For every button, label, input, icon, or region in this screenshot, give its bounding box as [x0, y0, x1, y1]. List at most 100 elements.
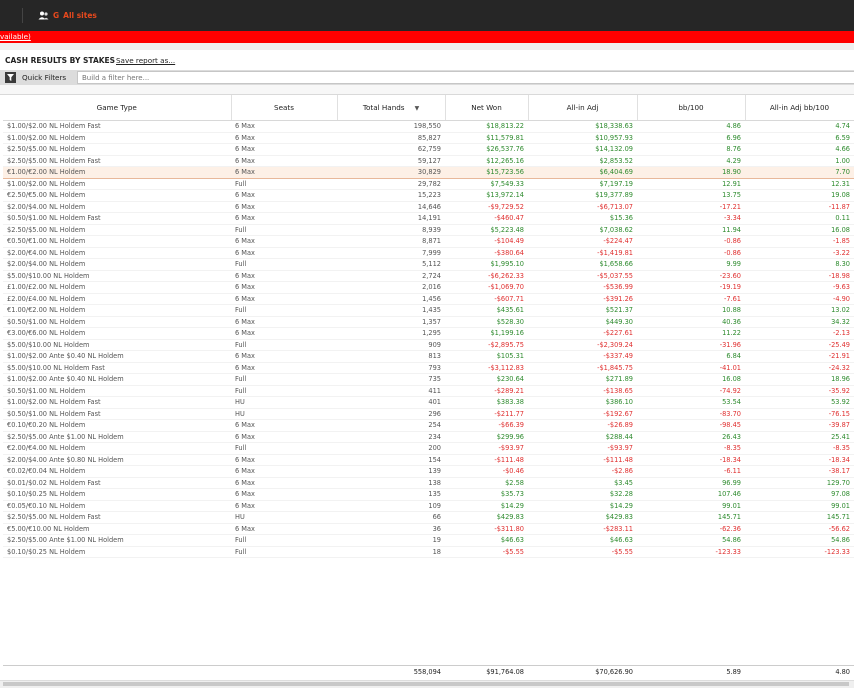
table-row[interactable]: $2.50/$5.00 NL Holdem Full 8,939 $5,223.48 $… [3, 224, 854, 236]
quick-filters-button[interactable]: Quick Filters [5, 71, 66, 84]
cell-net-won: -$111.48 [445, 454, 528, 466]
cell-bb100: -31.96 [637, 339, 745, 351]
cell-bb100: 26.43 [637, 431, 745, 443]
table-row[interactable]: £1.00/£2.00 NL Holdem 6 Max 2,016 -$1,069.7… [3, 281, 854, 294]
col-header-all-in-adj-bb100[interactable]: All-in Adj bb/100 [745, 95, 854, 121]
table-row[interactable]: $0.50/$1.00 NL Holdem Full 411 -$289.21 -$13… [3, 385, 854, 397]
report-title: CASH RESULTS BY STAKES [5, 56, 116, 65]
table-row[interactable]: €3.00/€6.00 NL Holdem 6 Max 1,295 $1,199.16… [3, 327, 854, 340]
table-row[interactable]: $0.10/$0.25 NL Holdem Full 18 -$5.55 -$5.55-… [3, 546, 854, 558]
cell-all-in-adj: -$111.48 [528, 454, 637, 466]
table-row[interactable]: $2.00/$4.00 NL Holdem Full 5,112 $1,995.10 $… [3, 258, 854, 271]
cell-seats: 6 Max [231, 431, 337, 443]
cell-net-won: $1,995.10 [445, 258, 528, 271]
table-row[interactable]: €1.00/€2.00 NL Holdem 6 Max 30,829 $15,723.… [3, 166, 854, 179]
table-row[interactable]: €2.00/€4.00 NL Holdem Full 200 -$93.97 -$93.… [3, 442, 854, 455]
table-row[interactable]: $1.00/$2.00 Ante $0.40 NL Holdem Full 735 $… [3, 373, 854, 386]
table-row[interactable]: €0.05/€0.10 NL Holdem 6 Max 109 $14.29 $14.2… [3, 500, 854, 512]
col-header-seats[interactable]: Seats [231, 95, 338, 121]
table-row[interactable]: $2.50/$5.00 Ante $1.00 NL Holdem 6 Max 234… [3, 431, 854, 443]
cell-all-in-adj-bb100: 54.86 [745, 534, 854, 547]
cell-seats: 6 Max [231, 362, 337, 374]
table-row[interactable]: $1.00/$2.00 NL Holdem Fast HU 401 $383.38 $3… [3, 396, 854, 409]
table-row[interactable]: €5.00/€10.00 NL Holdem 6 Max 36 -$311.80 -$2… [3, 523, 854, 535]
cell-all-in-adj-bb100: -38.17 [745, 465, 854, 478]
cell-game-type: $1.00/$2.00 Ante $0.40 NL Holdem [3, 373, 231, 386]
table-row[interactable]: $2.50/$5.00 NL Holdem Fast 6 Max 59,127 $12… [3, 155, 854, 167]
scrollbar-thumb[interactable] [3, 682, 849, 686]
table-row[interactable]: $1.00/$2.00 NL Holdem Full 29,782 $7,549.33… [3, 178, 854, 190]
cell-game-type: $2.00/€4.00 NL Holdem [3, 247, 231, 259]
table-row[interactable]: $2.00/$4.00 Ante $0.80 NL Holdem 6 Max 154… [3, 454, 854, 466]
cell-game-type: $1.00/$2.00 Ante $0.40 NL Holdem [3, 350, 231, 363]
col-header-bb100[interactable]: bb/100 [637, 95, 746, 121]
table-row[interactable]: $0.50/$1.00 NL Holdem Fast 6 Max 14,191 -$4… [3, 212, 854, 225]
table-row[interactable]: $0.50/$1.00 NL Holdem Fast HU 296 -$211.77-… [3, 408, 854, 420]
table-row[interactable]: €0.50/€1.00 NL Holdem 6 Max 8,871 -$104.49-… [3, 235, 854, 248]
table-row[interactable]: $2.50/$5.00 NL Holdem Fast HU 66 $429.83 $42… [3, 511, 854, 524]
cell-all-in-adj: -$391.26 [528, 293, 637, 305]
cell-seats: 6 Max [231, 281, 337, 294]
table-row[interactable]: $5.00/$10.00 NL Holdem 6 Max 2,724 -$6,262.… [3, 270, 854, 282]
cell-game-type: $1.00/$2.00 NL Holdem Fast [3, 396, 231, 409]
table-row[interactable]: $0.10/$0.25 NL Holdem 6 Max 135 $35.73 $32.2… [3, 488, 854, 501]
table-row[interactable]: €1.00/€2.00 NL Holdem Full 1,435 $435.61 $52… [3, 304, 854, 317]
table-row[interactable]: $1.00/$2.00 NL Holdem 6 Max 85,827 $11,579.… [3, 132, 854, 144]
table-row[interactable]: $2.00/$4.00 NL Holdem 6 Max 14,646 -$9,729.… [3, 201, 854, 213]
cell-net-won: $383.38 [445, 396, 528, 409]
alert-link[interactable]: vailable) [0, 32, 31, 41]
table-row[interactable]: $5.00/$10.00 NL Holdem Full 909 -$2,895.75-… [3, 339, 854, 351]
cell-bb100: 107.46 [637, 488, 745, 501]
cell-all-in-adj-bb100: 34.32 [745, 316, 854, 328]
cell-bb100: -18.34 [637, 454, 745, 466]
cell-bb100: 4.29 [637, 155, 745, 167]
table-row[interactable]: $1.00/$2.00 NL Holdem Fast 6 Max 198,550 $1… [3, 120, 854, 133]
save-report-link[interactable]: Save report as... [116, 56, 176, 65]
cell-bb100: -23.60 [637, 270, 745, 282]
table-row[interactable]: $0.01/$0.02 NL Holdem Fast 6 Max 138 $2.58 $… [3, 477, 854, 489]
table-row[interactable]: €2.50/€5.00 NL Holdem 6 Max 15,223 $13,972.… [3, 189, 854, 202]
cell-all-in-adj: $7,038.62 [528, 224, 637, 236]
cell-seats: HU [231, 511, 337, 524]
cell-total-hands: 109 [337, 500, 445, 512]
horizontal-scrollbar[interactable] [0, 680, 854, 688]
col-header-total-hands[interactable]: Total Hands ▼ [337, 95, 446, 121]
cell-total-hands: 15,223 [337, 189, 445, 202]
cell-all-in-adj-bb100: 13.02 [745, 304, 854, 317]
site-selector-label: All sites [63, 11, 97, 20]
col-header-game-type[interactable]: Game Type [3, 95, 232, 121]
col-header-net-won[interactable]: Net Won [445, 95, 529, 121]
cell-seats: Full [231, 258, 337, 271]
table-row[interactable]: $2.50/$5.00 Ante $1.00 NL Holdem Full 19 $4… [3, 534, 854, 547]
col-header-all-in-adj[interactable]: All-in Adj [528, 95, 638, 121]
cell-all-in-adj-bb100: 16.08 [745, 224, 854, 236]
cell-net-won: $18,813.22 [445, 120, 528, 133]
cell-seats: 6 Max [231, 166, 337, 179]
cell-total-hands: 29,782 [337, 178, 445, 190]
table-row[interactable]: €0.10/€0.20 NL Holdem 6 Max 254 -$66.39 -$26… [3, 419, 854, 432]
table-row[interactable]: £2.00/£4.00 NL Holdem 6 Max 1,456 -$607.71-… [3, 293, 854, 305]
cell-seats: Full [231, 224, 337, 236]
cell-total-hands: 154 [337, 454, 445, 466]
filter-input[interactable] [77, 71, 854, 84]
table-row[interactable]: $2.50/$5.00 NL Holdem 6 Max 62,759 $26,537.… [3, 143, 854, 156]
total-bb100: 5.89 [726, 668, 741, 676]
cell-all-in-adj-bb100: 18.96 [745, 373, 854, 386]
site-selector[interactable]: G All sites [38, 9, 97, 22]
cell-game-type: €0.02/€0.04 NL Holdem [3, 465, 231, 478]
table-row[interactable]: $2.00/€4.00 NL Holdem 6 Max 7,999 -$380.64-… [3, 247, 854, 259]
cell-net-won: -$380.64 [445, 247, 528, 259]
table-row[interactable]: $1.00/$2.00 Ante $0.40 NL Holdem 6 Max 813… [3, 350, 854, 363]
cell-net-won: $429.83 [445, 511, 528, 524]
table-row[interactable]: €0.02/€0.04 NL Holdem 6 Max 139 -$0.46 -$2.8… [3, 465, 854, 478]
cell-bb100: 145.71 [637, 511, 745, 524]
table-row[interactable]: $0.50/$1.00 NL Holdem 6 Max 1,357 $528.30 $4… [3, 316, 854, 328]
cell-all-in-adj: -$138.65 [528, 385, 637, 397]
cell-game-type: $1.00/$2.00 NL Holdem [3, 132, 231, 144]
cell-seats: 6 Max [231, 327, 337, 340]
cell-seats: 6 Max [231, 247, 337, 259]
table-row[interactable]: $5.00/$10.00 NL Holdem Fast 6 Max 793 -$3,1… [3, 362, 854, 374]
cell-all-in-adj-bb100: -25.49 [745, 339, 854, 351]
cell-bb100: -0.86 [637, 235, 745, 248]
cell-bb100: 8.76 [637, 143, 745, 156]
